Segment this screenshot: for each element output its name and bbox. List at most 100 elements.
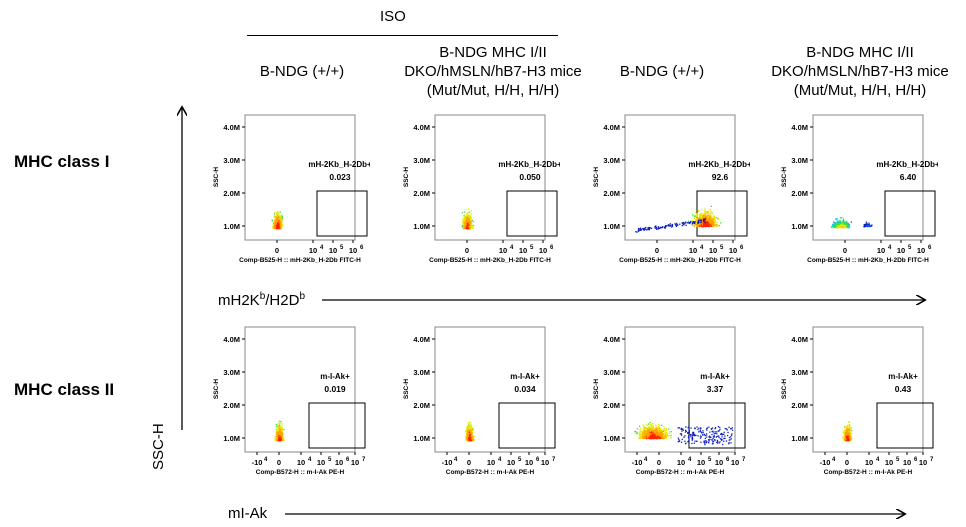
x-axis-label: Comp-B572-H :: m-I-Ak PE-H bbox=[256, 469, 345, 476]
gate-box bbox=[884, 190, 936, 237]
event-dots bbox=[274, 420, 285, 442]
x-tick-label: -10 bbox=[442, 458, 453, 467]
iso-label: ISO bbox=[380, 8, 406, 25]
x-tick-exponent: 6 bbox=[550, 245, 554, 251]
x-tick-label: 0 bbox=[465, 246, 469, 255]
x-tick-exponent: 7 bbox=[552, 457, 556, 463]
column-header-2: B-NDG MHC I/II DKO/hMSLN/hB7-H3 mice (Mu… bbox=[404, 44, 582, 99]
x-axis-label: Comp-B525-H :: mH-2Kb_H-2Db FITC-H bbox=[239, 257, 361, 264]
x-tick-exponent: 4 bbox=[320, 245, 324, 251]
x-tick-exponent: 6 bbox=[360, 245, 364, 251]
x-tick-exponent: 4 bbox=[876, 457, 880, 463]
gate-box bbox=[876, 402, 934, 449]
gate-box bbox=[506, 190, 558, 237]
event-dots bbox=[271, 210, 284, 230]
x-tick-label: 10 bbox=[689, 246, 697, 255]
y-tick-label: 3.0M bbox=[791, 368, 808, 377]
y-tick-label: 4.0M bbox=[413, 123, 430, 132]
y-tick-label: 1.0M bbox=[223, 434, 240, 443]
x-axis-label: Comp-B525-H :: mH-2Kb_H-2Db FITC-H bbox=[429, 257, 551, 264]
y-axis-label: SSC-H bbox=[593, 167, 600, 188]
x-tick-exponent: 5 bbox=[720, 245, 724, 251]
gate-percentage: 6.40 bbox=[900, 172, 917, 182]
y-axis-label: SSC-H bbox=[403, 379, 410, 400]
gate-percentage: 0.034 bbox=[514, 384, 536, 394]
y-tick-label: 2.0M bbox=[603, 189, 620, 198]
plot-frame bbox=[812, 114, 924, 241]
y-tick-label: 4.0M bbox=[223, 335, 240, 344]
x-axis-label: Comp-B525-H :: mH-2Kb_H-2Db FITC-H bbox=[807, 257, 929, 264]
x-tick-label: 0 bbox=[657, 458, 661, 467]
y-tick-label: 2.0M bbox=[223, 189, 240, 198]
row-label-mhc-class-ii: MHC class II bbox=[14, 380, 115, 399]
y-axis-label: SSC-H bbox=[213, 167, 220, 188]
y-tick-label: 2.0M bbox=[223, 401, 240, 410]
y-tick-label: 3.0M bbox=[791, 156, 808, 165]
x-tick-exponent: 6 bbox=[726, 457, 730, 463]
plot-frame bbox=[812, 326, 924, 453]
x-tick-label: -10 bbox=[252, 458, 263, 467]
y-tick-label: 4.0M bbox=[223, 123, 240, 132]
gate-name: m-I-Ak+ bbox=[510, 372, 540, 381]
x-axis-label: Comp-B572-H :: m-I-Ak PE-H bbox=[446, 469, 535, 476]
x-tick-exponent: 4 bbox=[498, 457, 502, 463]
x-axis-label: Comp-B572-H :: m-I-Ak PE-H bbox=[636, 469, 725, 476]
x-tick-label: 10 bbox=[919, 458, 927, 467]
gate-percentage: 92.6 bbox=[712, 172, 729, 182]
x-tick-label: 10 bbox=[349, 246, 357, 255]
y-axis-label: SSC-H bbox=[781, 379, 788, 400]
event-dots bbox=[464, 421, 476, 442]
x-tick-label: -10 bbox=[632, 458, 643, 467]
event-dots bbox=[461, 208, 475, 230]
x-tick-exponent: 6 bbox=[928, 245, 932, 251]
y-axis-label: SSC-H bbox=[403, 167, 410, 188]
x-tick-label: 10 bbox=[539, 246, 547, 255]
x-tick-exponent: 5 bbox=[530, 245, 534, 251]
x-tick-exponent: 5 bbox=[340, 245, 344, 251]
gate-name: m-I-Ak+ bbox=[320, 372, 350, 381]
x-tick-label: 10 bbox=[329, 246, 337, 255]
x-tick-label: 0 bbox=[467, 458, 471, 467]
x-tick-label: 10 bbox=[487, 458, 495, 467]
y-tick-label: 1.0M bbox=[603, 222, 620, 231]
gate-name: mH-2Kb_H-2Db+ bbox=[308, 160, 370, 169]
y-tick-label: 4.0M bbox=[603, 123, 620, 132]
x-tick-exponent: 6 bbox=[740, 245, 744, 251]
x-tick-label: 0 bbox=[843, 246, 847, 255]
gate-name: mH-2Kb_H-2Db+ bbox=[688, 160, 750, 169]
gate-percentage: 0.43 bbox=[895, 384, 912, 394]
x-tick-label: 0 bbox=[845, 458, 849, 467]
y-tick-label: 1.0M bbox=[223, 222, 240, 231]
y-tick-label: 3.0M bbox=[413, 368, 430, 377]
x-tick-label: 10 bbox=[677, 458, 685, 467]
x-tick-exponent: 5 bbox=[328, 457, 332, 463]
event-dots bbox=[634, 421, 734, 446]
x-tick-label: 10 bbox=[507, 458, 515, 467]
gate-box bbox=[316, 190, 368, 237]
x-tick-exponent: 6 bbox=[914, 457, 918, 463]
plot-frame bbox=[624, 114, 736, 241]
x-tick-label: 10 bbox=[877, 246, 885, 255]
x-tick-exponent: 4 bbox=[888, 245, 892, 251]
y-tick-label: 3.0M bbox=[603, 156, 620, 165]
x-tick-label: 10 bbox=[917, 246, 925, 255]
y-tick-label: 1.0M bbox=[413, 434, 430, 443]
gate-percentage: 0.050 bbox=[519, 172, 541, 182]
gate-name: mH-2Kb_H-2Db+ bbox=[876, 160, 938, 169]
y-tick-label: 1.0M bbox=[603, 434, 620, 443]
gate-percentage: 3.37 bbox=[707, 384, 724, 394]
y-tick-label: 3.0M bbox=[223, 156, 240, 165]
y-tick-label: 1.0M bbox=[413, 222, 430, 231]
y-tick-label: 3.0M bbox=[603, 368, 620, 377]
y-axis-label: SSC-H bbox=[593, 379, 600, 400]
x-tick-exponent: 4 bbox=[832, 457, 836, 463]
x-tick-exponent: 4 bbox=[700, 245, 704, 251]
x-row1-label: mH2Kb/H2Db bbox=[218, 291, 305, 309]
